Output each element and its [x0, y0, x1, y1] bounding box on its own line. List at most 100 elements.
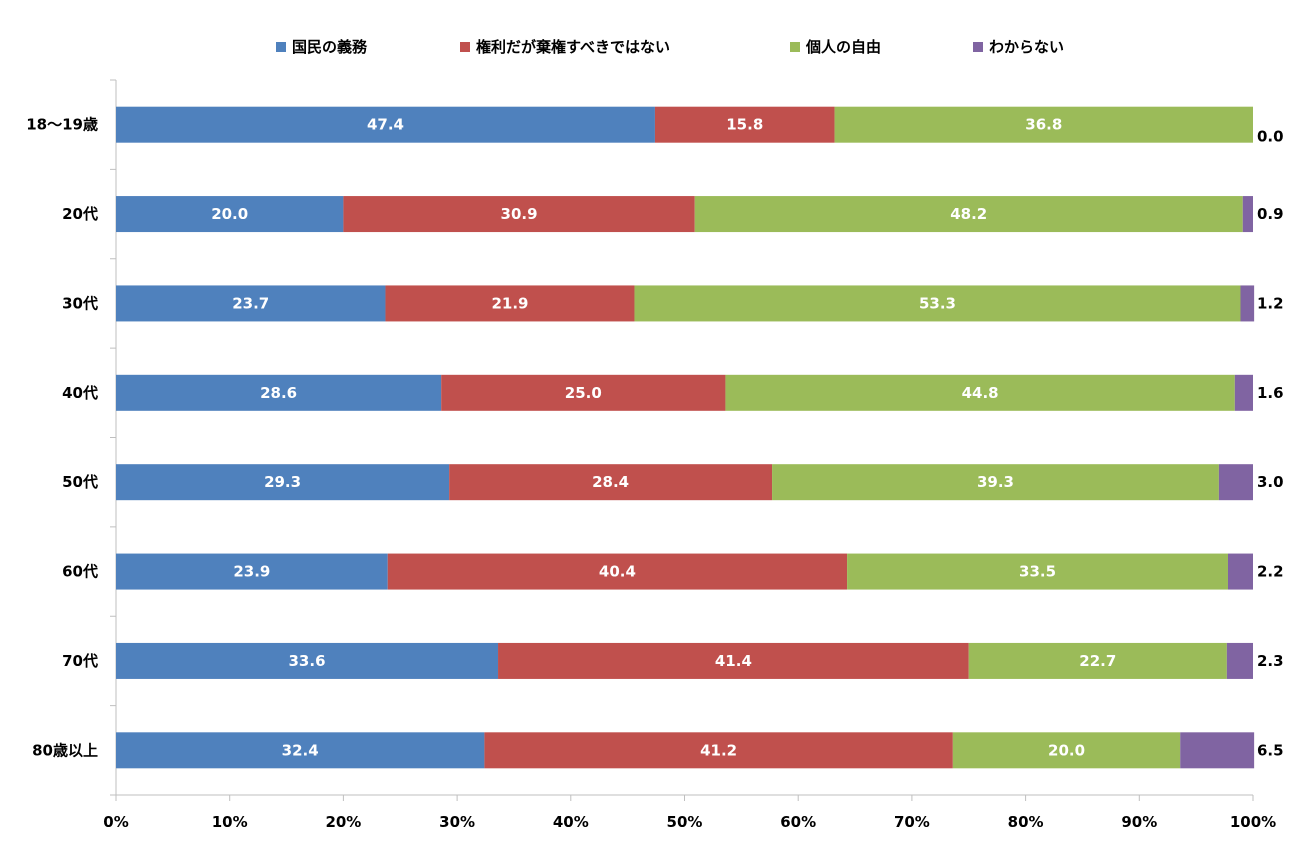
bar-segment	[834, 106, 1253, 143]
bar-segment	[343, 196, 695, 233]
category-label: 50代	[62, 473, 98, 491]
data-label: 23.9	[233, 563, 270, 581]
bar-row: 80歳以上 32.4 41.2 20.0 6.5	[32, 732, 1284, 769]
legend-swatch	[790, 42, 800, 52]
bar-row: 20代 20.0 30.9 48.2 0.9	[62, 196, 1284, 233]
data-label: 44.8	[962, 384, 999, 402]
legend-swatch	[460, 42, 470, 52]
bar-segment	[441, 374, 726, 411]
category-label: 60代	[62, 563, 98, 581]
bar-segment	[484, 732, 953, 769]
data-label: 1.2	[1257, 294, 1284, 312]
legend-label: 権利だが棄権すべきではない	[476, 38, 670, 56]
x-tick-label: 0%	[103, 813, 128, 831]
data-label: 47.4	[367, 116, 404, 134]
category-label: 30代	[62, 294, 98, 312]
bar-segment	[968, 642, 1227, 679]
category-label: 70代	[62, 652, 98, 670]
category-label: 20代	[62, 205, 98, 223]
bar-row: 40代 28.6 25.0 44.8 1.6	[62, 374, 1284, 411]
category-label: 80歳以上	[32, 741, 98, 759]
data-label: 40.4	[599, 563, 636, 581]
data-label: 30.9	[501, 205, 538, 223]
bar-row: 70代 33.6 41.4 22.7 2.3	[62, 642, 1284, 679]
bar-segment	[1240, 285, 1255, 322]
bar-segment	[1218, 464, 1253, 501]
bar-segment	[694, 196, 1243, 233]
data-label: 33.5	[1019, 563, 1056, 581]
legend: 国民の義務 権利だが棄権すべきではない 個人の自由 わからない	[276, 38, 1064, 56]
data-label: 1.6	[1257, 384, 1284, 402]
data-label: 23.7	[232, 294, 269, 312]
data-label: 36.8	[1025, 116, 1062, 134]
bar-segment	[725, 374, 1235, 411]
x-tick-label: 90%	[1121, 813, 1157, 831]
bar-segment	[385, 285, 635, 322]
bar-row: 30代 23.7 21.9 53.3 1.2	[62, 285, 1284, 322]
x-tick-label: 40%	[553, 813, 589, 831]
bar-segment	[116, 464, 450, 501]
legend-label: 個人の自由	[805, 38, 881, 56]
legend-item: 国民の義務	[276, 38, 368, 56]
bar-segment	[1180, 732, 1255, 769]
x-tick-label: 100%	[1230, 813, 1276, 831]
legend-item: わからない	[973, 38, 1064, 56]
bar-segment	[387, 553, 848, 590]
data-label: 41.4	[715, 652, 752, 670]
bar-segment	[1226, 642, 1253, 679]
data-label: 25.0	[565, 384, 602, 402]
x-tick-label: 10%	[212, 813, 248, 831]
bar-row: 50代 29.3 28.4 39.3 3.0	[62, 464, 1284, 501]
bar-row: 60代 23.9 40.4 33.5 2.2	[62, 553, 1284, 590]
legend-item: 権利だが棄権すべきではない	[460, 38, 670, 56]
bar-segment	[116, 106, 655, 143]
x-tick-label: 70%	[894, 813, 930, 831]
bar-segment	[654, 106, 835, 143]
category-label: 18～19歳	[26, 116, 98, 134]
data-label: 39.3	[977, 473, 1014, 491]
legend-label: 国民の義務	[292, 38, 368, 56]
bar-segment	[449, 464, 773, 501]
data-label: 0.0	[1257, 128, 1284, 146]
data-label: 20.0	[1048, 741, 1085, 759]
axes: 0% 10% 20% 30% 40% 50% 60% 70% 80% 90% 100%	[103, 79, 1276, 831]
category-label: 40代	[62, 384, 98, 402]
data-label: 2.2	[1257, 563, 1284, 581]
data-label: 41.2	[700, 741, 737, 759]
data-label: 2.3	[1257, 652, 1284, 670]
data-label: 33.6	[289, 652, 326, 670]
data-label: 28.6	[260, 384, 297, 402]
bar-segment	[847, 553, 1228, 590]
data-label: 3.0	[1257, 473, 1284, 491]
bar-row: 18～19歳 47.4 15.8 36.8 0.0	[26, 106, 1284, 146]
bars: 18～19歳 47.4 15.8 36.8 0.0 20代 20.0 30.9 48.2 0.9 3…	[26, 106, 1284, 769]
x-tick-label: 60%	[780, 813, 816, 831]
bar-segment	[116, 732, 485, 769]
data-label: 53.3	[919, 294, 956, 312]
bar-segment	[1242, 196, 1253, 233]
data-label: 20.0	[211, 205, 248, 223]
bar-segment	[116, 196, 344, 233]
data-label: 15.8	[726, 116, 763, 134]
x-tick-label: 20%	[325, 813, 361, 831]
data-label: 29.3	[264, 473, 301, 491]
bar-segment	[116, 374, 442, 411]
bar-segment	[116, 642, 499, 679]
data-label: 22.7	[1079, 652, 1116, 670]
legend-item: 個人の自由	[790, 38, 881, 56]
bar-segment	[1227, 553, 1253, 590]
x-tick-label: 50%	[667, 813, 703, 831]
bar-segment	[1234, 374, 1253, 411]
bar-segment	[498, 642, 969, 679]
x-tick-label: 30%	[439, 813, 475, 831]
legend-swatch	[276, 42, 286, 52]
data-label: 28.4	[592, 473, 629, 491]
data-label: 48.2	[950, 205, 987, 223]
data-label: 0.9	[1257, 205, 1284, 223]
bar-segment	[116, 553, 388, 590]
data-label: 6.5	[1257, 741, 1284, 759]
bar-segment	[116, 285, 386, 322]
data-label: 21.9	[491, 294, 528, 312]
bar-segment	[634, 285, 1241, 322]
